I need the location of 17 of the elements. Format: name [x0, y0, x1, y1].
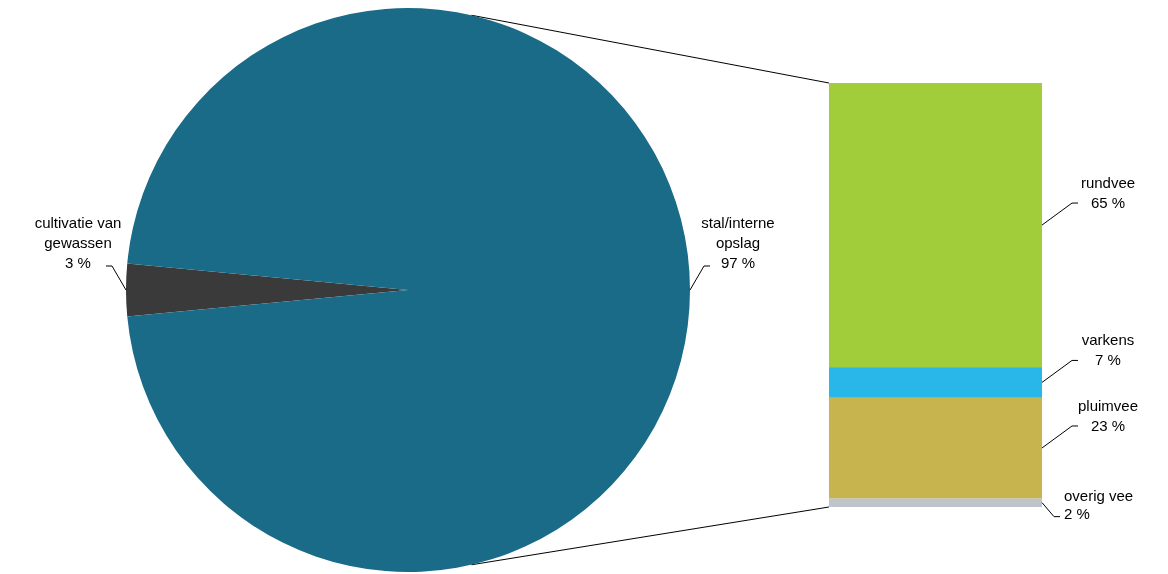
bar [829, 397, 1042, 499]
data-label: 2 % [1064, 504, 1090, 522]
bar [829, 498, 1042, 507]
slice-label: cultivatie van gewassen [34, 214, 122, 251]
slice-label: stal/interne opslag [701, 214, 775, 251]
bar [829, 83, 1042, 368]
series-label: overig vee [1064, 486, 1134, 504]
text: rundvee [1080, 174, 1136, 192]
text: pluimvee [1077, 396, 1139, 414]
text: varkens [1081, 331, 1135, 349]
data-label: 7 % [1095, 351, 1121, 369]
data-label: 65 % [1090, 194, 1126, 212]
pie-slice [127, 8, 690, 572]
data-label: 3 % [65, 254, 91, 271]
data-label: 97 % [720, 254, 756, 271]
data-label: 23 % [1090, 416, 1126, 434]
bar [829, 367, 1042, 398]
